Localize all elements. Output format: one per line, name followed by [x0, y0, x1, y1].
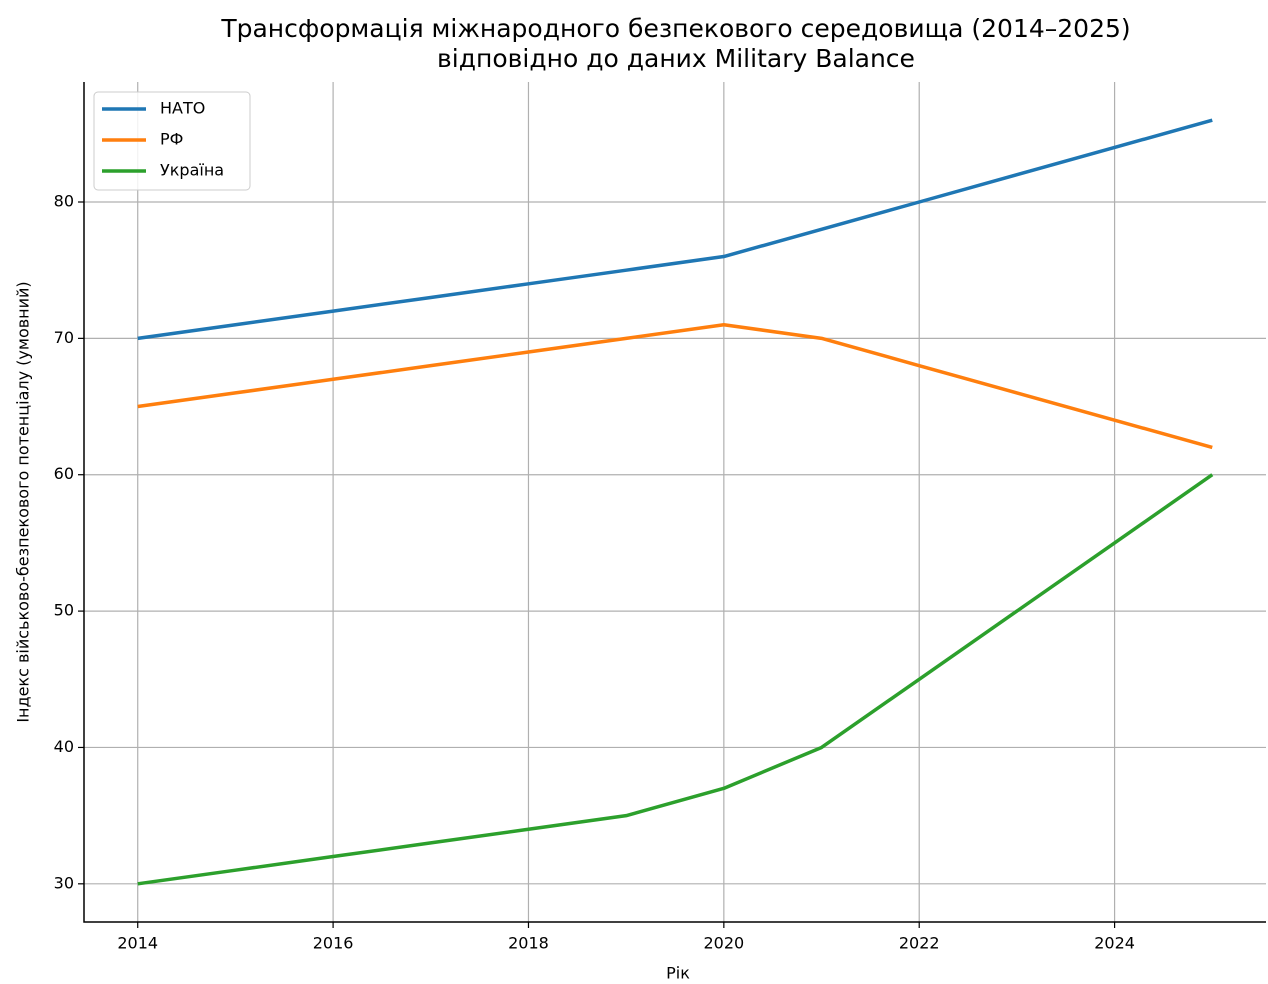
y-tick-label: 80 — [54, 192, 74, 211]
x-tick-label: 2018 — [508, 934, 549, 953]
y-tick-label: 70 — [54, 328, 74, 347]
y-tick-label: 30 — [54, 873, 74, 892]
legend-box — [93, 91, 251, 191]
legend-label: Україна — [160, 161, 224, 180]
legend-label: РФ — [160, 130, 183, 149]
x-tick-label: 2020 — [703, 934, 744, 953]
y-tick-label: 60 — [54, 464, 74, 483]
y-tick-label: 50 — [54, 601, 74, 620]
series-line — [137, 473, 1214, 886]
y-axis-label: Індекс військово-безпекового потенціалу … — [14, 281, 33, 722]
x-tick-label: 2024 — [1094, 934, 1135, 953]
y-tick-label: 40 — [54, 737, 74, 756]
x-tick-label: 2016 — [313, 934, 354, 953]
x-tick-label: 2014 — [117, 934, 158, 953]
series-line — [137, 118, 1213, 341]
chart-title: Трансформація міжнародного безпекового с… — [221, 14, 1131, 73]
x-tick-label: 2022 — [899, 934, 940, 953]
axes-frame — [83, 82, 1266, 923]
x-axis-label: Рік — [666, 964, 690, 983]
series-line — [137, 322, 1213, 450]
legend-label: НАТО — [160, 99, 205, 118]
